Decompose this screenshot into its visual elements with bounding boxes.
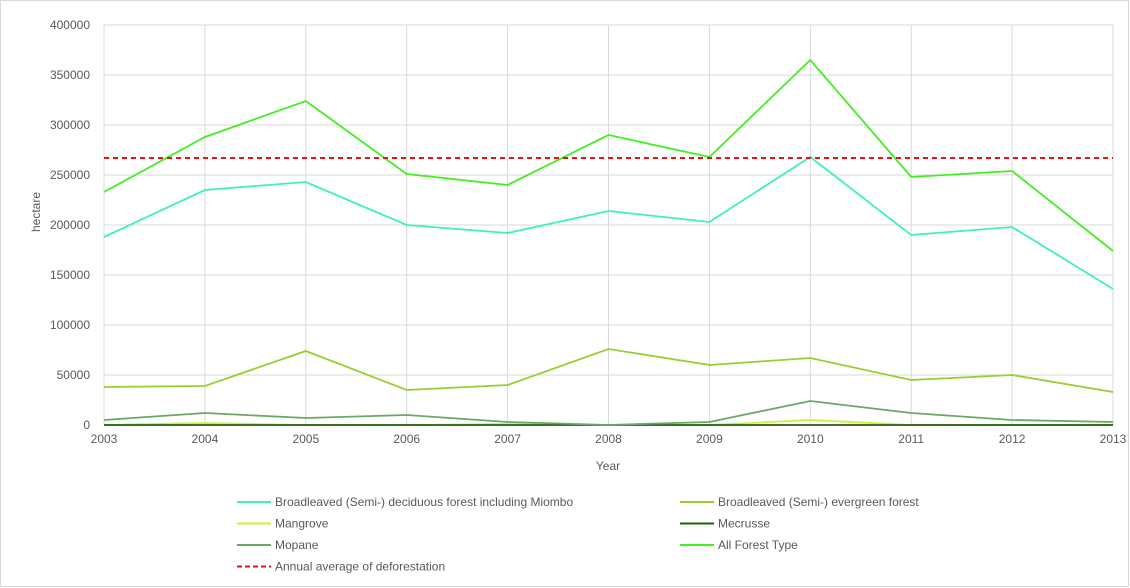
x-axis-ticks: 2003 2004 2005 2006 2007 2008 2009 2010 2011 2012… [91,432,1127,446]
y-tick-label: 400000 [50,18,90,32]
legend-label: Mopane [275,538,319,552]
x-tick-label: 2005 [292,432,319,446]
y-tick-label: 150000 [50,268,90,282]
legend-label: Broadleaved (Semi-) evergreen forest [718,495,919,509]
y-axis-ticks: 0 50000 100000 150000 200000 250000 300000 3500… [50,18,90,432]
series-line [103,400,1114,426]
x-tick-label: 2004 [192,432,219,446]
y-tick-label: 50000 [57,368,91,382]
gridlines [103,24,1114,426]
y-axis-title: hectare [29,192,43,232]
series-line [103,348,1114,393]
x-tick-label: 2011 [898,432,924,446]
y-tick-label: 300000 [50,118,90,132]
y-tick-label: 100000 [50,318,90,332]
series-lines [103,58,1114,426]
legend-label: Mecrusse [718,517,770,531]
x-tick-label: 2009 [696,432,723,446]
x-axis-title: Year [596,459,620,473]
series-line [103,155,1114,290]
legend-label: Broadleaved (Semi-) deciduous forest inc… [275,495,573,509]
y-tick-label: 350000 [50,68,90,82]
x-tick-label: 2007 [494,432,521,446]
x-tick-label: 2006 [393,432,420,446]
legend-label: All Forest Type [718,538,798,552]
legend-label: Mangrove [275,517,329,531]
x-tick-label: 2010 [797,432,824,446]
x-tick-label: 2008 [595,432,622,446]
legend: Broadleaved (Semi-) deciduous forest inc… [237,495,919,574]
x-tick-label: 2003 [91,432,118,446]
y-tick-label: 0 [83,418,90,432]
legend-label: Annual average of deforestation [275,560,445,574]
series-line [103,58,1114,252]
y-tick-label: 250000 [50,168,90,182]
x-tick-label: 2013 [1100,432,1127,446]
y-tick-label: 200000 [50,218,90,232]
x-tick-label: 2012 [999,432,1026,446]
